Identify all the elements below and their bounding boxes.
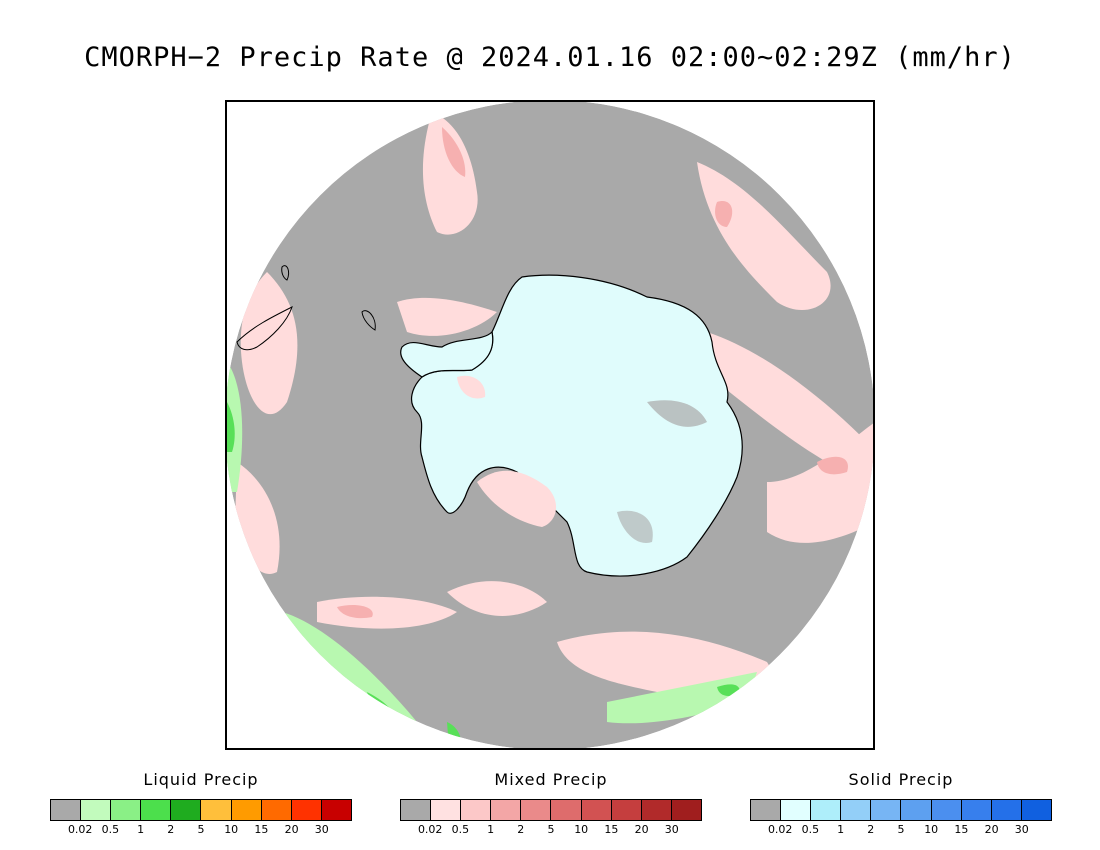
tick-label: 10 <box>924 823 939 836</box>
color-swatch <box>641 800 672 820</box>
color-swatch <box>141 800 172 820</box>
mixed-precip-core <box>337 605 373 619</box>
color-swatch <box>671 800 701 820</box>
color-swatch <box>841 800 872 820</box>
color-swatch <box>201 800 232 820</box>
tick-label: 30 <box>314 823 329 836</box>
legend-liquid: Liquid Precip 0.02 0.5 1 2 5 10 15 20 30 <box>50 770 352 839</box>
mixed-precip-region <box>557 631 771 696</box>
tick-label: 30 <box>664 823 679 836</box>
liquid-precip-core <box>227 402 235 452</box>
tick-labels: 0.02 0.5 1 2 5 10 15 20 30 <box>750 823 1052 839</box>
color-swatch <box>991 800 1022 820</box>
tick-label: 5 <box>547 823 555 836</box>
mixed-precip-region <box>317 596 457 629</box>
mixed-precip-core <box>715 201 733 227</box>
precip-map <box>225 100 875 750</box>
liquid-precip-region <box>607 672 757 724</box>
mixed-precip-region <box>240 272 298 415</box>
color-swatch <box>551 800 582 820</box>
color-swatch <box>261 800 292 820</box>
tick-label: 15 <box>954 823 969 836</box>
color-swatch <box>751 800 782 820</box>
tick-label: 20 <box>284 823 299 836</box>
tick-label: 2 <box>517 823 525 836</box>
tick-label: 30 <box>1014 823 1029 836</box>
color-swatch <box>931 800 962 820</box>
antarctic-peninsula <box>400 330 494 378</box>
tick-label: 15 <box>604 823 619 836</box>
mixed-precip-region <box>422 112 478 235</box>
color-swatch <box>961 800 992 820</box>
island-coast <box>281 265 290 281</box>
color-swatch <box>231 800 262 820</box>
mixed-precip-core <box>442 127 466 177</box>
legend-title: Solid Precip <box>848 770 954 789</box>
south-america-coast <box>236 306 293 351</box>
tick-label: 2 <box>167 823 175 836</box>
no-precip-over-ice <box>617 510 653 543</box>
color-swatch <box>51 800 82 820</box>
color-swatch <box>1021 800 1051 820</box>
tick-label: 5 <box>197 823 205 836</box>
color-swatch <box>171 800 202 820</box>
color-swatch <box>401 800 432 820</box>
color-swatch <box>611 800 642 820</box>
color-swatch <box>581 800 612 820</box>
color-swatch <box>81 800 112 820</box>
tick-label: 20 <box>634 823 649 836</box>
legend-title: Liquid Precip <box>143 770 259 789</box>
tick-label: 1 <box>137 823 145 836</box>
color-swatch <box>871 800 902 820</box>
color-swatch <box>491 800 522 820</box>
color-swatch <box>521 800 552 820</box>
legend-title: Mixed Precip <box>494 770 608 789</box>
mixed-precip-over-ice <box>477 470 557 527</box>
mixed-precip-region <box>397 297 497 336</box>
tick-label: 20 <box>984 823 999 836</box>
polar-map-svg <box>227 102 873 748</box>
mixed-precip-over-ice <box>457 375 486 399</box>
mixed-precip-region <box>767 422 873 543</box>
tick-label: 10 <box>574 823 589 836</box>
mixed-precip-region <box>697 162 831 311</box>
map-title: CMORPH−2 Precip Rate @ 2024.01.16 02:00~… <box>84 42 1016 73</box>
tick-label: 1 <box>487 823 495 836</box>
color-swatch <box>291 800 322 820</box>
tick-labels: 0.02 0.5 1 2 5 10 15 20 30 <box>400 823 702 839</box>
color-swatch <box>781 800 812 820</box>
tick-label: 15 <box>254 823 269 836</box>
tick-label: 5 <box>897 823 905 836</box>
legend-solid: Solid Precip 0.02 0.5 1 2 5 10 15 20 30 <box>750 770 1052 839</box>
tick-label: 0.02 <box>417 823 443 836</box>
tick-label: 10 <box>224 823 239 836</box>
island-coast <box>361 310 376 331</box>
legend-mixed: Mixed Precip 0.02 0.5 1 2 5 10 15 20 30 <box>400 770 702 839</box>
liquid-precip-region <box>227 362 243 492</box>
tick-label: 0.02 <box>767 823 793 836</box>
color-swatch <box>431 800 462 820</box>
tick-label: 0.5 <box>101 823 120 836</box>
color-bar <box>400 799 702 821</box>
tick-label: 2 <box>867 823 875 836</box>
tick-label: 1 <box>837 823 845 836</box>
color-bar <box>750 799 1052 821</box>
color-swatch <box>901 800 932 820</box>
color-swatch <box>461 800 492 820</box>
tick-label: 0.02 <box>67 823 93 836</box>
mixed-precip-core <box>817 456 848 475</box>
tick-label: 0.5 <box>801 823 820 836</box>
no-precip-over-ice <box>647 400 707 427</box>
color-swatch <box>321 800 351 820</box>
color-swatch <box>811 800 842 820</box>
tick-labels: 0.02 0.5 1 2 5 10 15 20 30 <box>50 823 352 839</box>
mixed-precip-region <box>707 332 867 482</box>
color-swatch <box>111 800 142 820</box>
color-bar <box>50 799 352 821</box>
mixed-precip-region <box>447 581 547 616</box>
tick-label: 0.5 <box>451 823 470 836</box>
